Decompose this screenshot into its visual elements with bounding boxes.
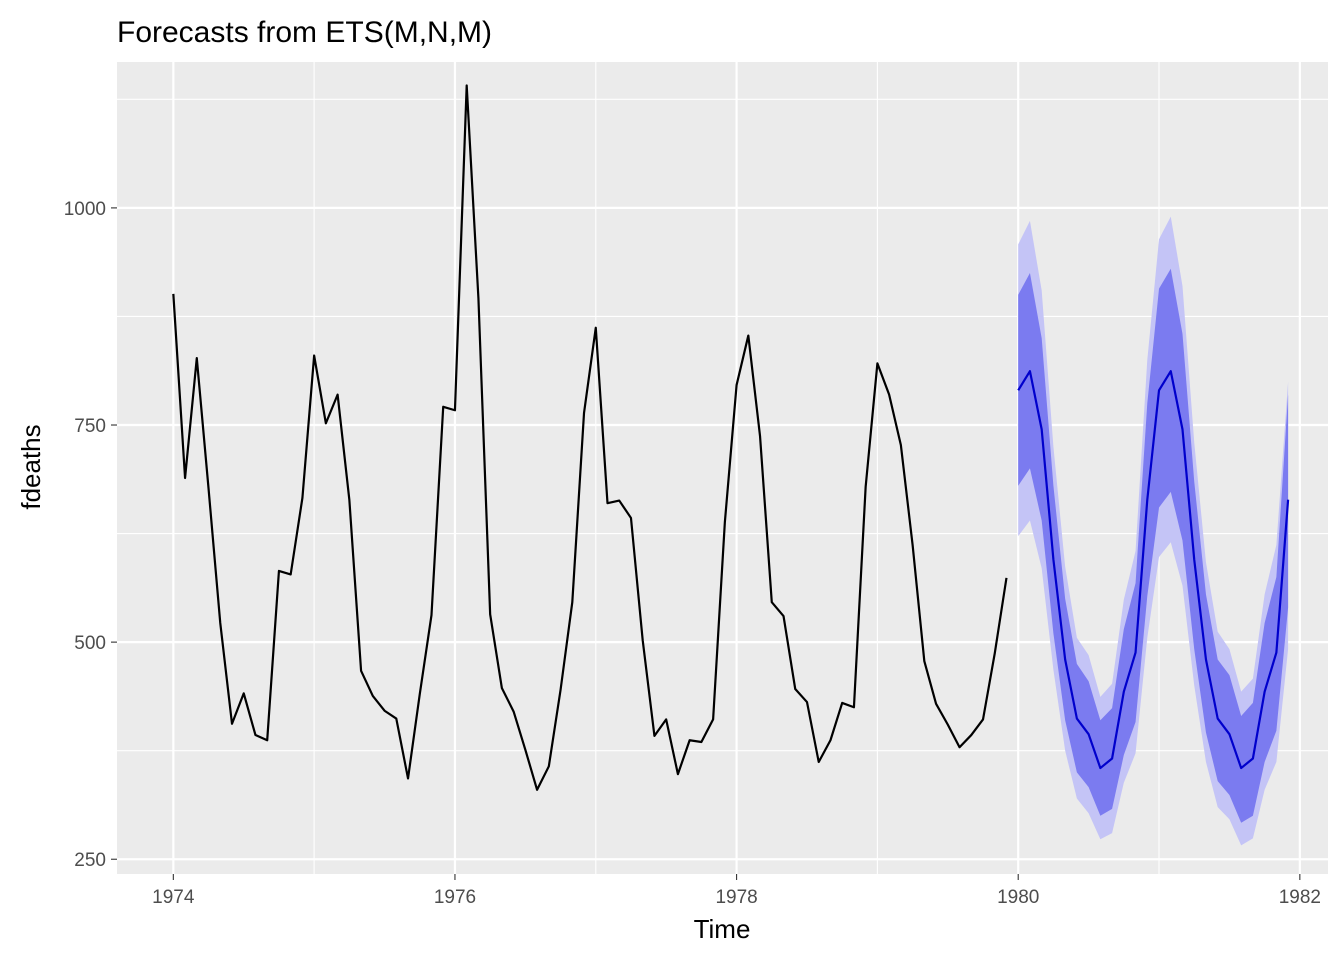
x-axis: 1974 1976 1978 1980 1982 <box>152 874 1321 908</box>
y-axis: 250 500 750 1000 <box>64 199 117 871</box>
y-axis-title: fdeaths <box>16 424 46 509</box>
minor-gridlines <box>117 62 1328 874</box>
chart-title: Forecasts from ETS(M,N,M) <box>117 16 492 49</box>
x-tick-label: 1978 <box>715 887 757 908</box>
x-tick-label: 1976 <box>434 887 476 908</box>
y-tick-label: 250 <box>74 850 106 871</box>
y-tick-label: 750 <box>74 416 106 437</box>
y-tick-label: 500 <box>74 633 106 654</box>
x-tick-label: 1974 <box>152 887 195 908</box>
prediction-interval-80-band <box>1018 268 1289 823</box>
history-series-line <box>172 84 1008 791</box>
prediction-interval-bands <box>1018 216 1289 846</box>
x-axis-title: Time <box>694 914 751 944</box>
x-tick-label: 1982 <box>1279 887 1321 908</box>
x-tick-label: 1980 <box>997 887 1039 908</box>
forecast-mean-line <box>1017 370 1290 770</box>
major-gridlines <box>117 62 1328 874</box>
y-tick-label: 1000 <box>64 199 106 220</box>
